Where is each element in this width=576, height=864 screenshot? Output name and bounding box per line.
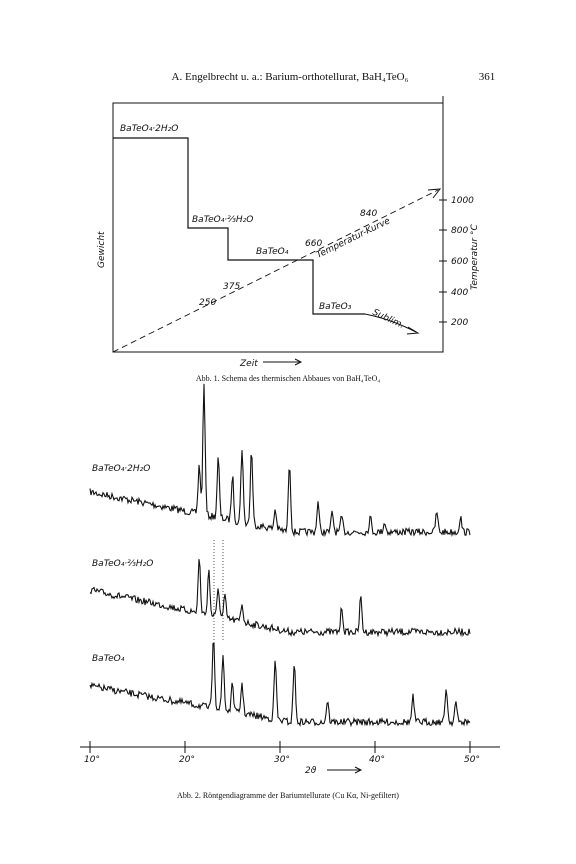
arrowhead — [294, 358, 303, 366]
running-title: A. Engelbrecht u. a.: Barium-orthotellur… — [172, 71, 409, 83]
diffraction-trace — [89, 383, 471, 538]
frame — [112, 102, 444, 353]
diffraction-trace — [89, 642, 471, 728]
y-right-label: Temperatur °C — [470, 224, 480, 290]
page-number: 361 — [479, 71, 496, 83]
trace-label: BaTeO₄ — [92, 654, 125, 664]
trace-label: BaTeO₄·2H₂O — [92, 464, 150, 474]
figure-1 — [112, 96, 447, 366]
caption: Abb. 1. Schema des thermischen Abbaues v… — [196, 374, 381, 383]
sublim-arrow — [364, 313, 417, 333]
arrowhead — [406, 326, 420, 335]
temp-point: 660 — [305, 239, 322, 249]
temp-point: 250 — [199, 298, 216, 308]
right-tick-label: 200 — [451, 318, 468, 328]
arrowhead — [427, 188, 442, 199]
arrowhead — [354, 766, 363, 774]
y-left-label: Gewicht — [97, 231, 107, 268]
phase-label: BaTeO₄ — [256, 247, 289, 257]
curve-label: Temperatur-Kurve — [315, 216, 392, 261]
diffraction-trace — [89, 559, 471, 638]
phase-label: BaTeO₄·2H₂O — [120, 124, 178, 134]
figure-2 — [80, 383, 500, 774]
x-tick-label: 20° — [179, 755, 195, 765]
temp-point: 375 — [223, 282, 240, 292]
right-ticks — [439, 199, 447, 323]
right-tick-label: 400 — [451, 288, 468, 298]
x-tick-label: 10° — [84, 755, 100, 765]
right-tick-label: 800 — [451, 226, 468, 236]
right-tick-label: 1000 — [451, 196, 474, 206]
x-tick-label: 50° — [464, 755, 480, 765]
x-tick-label: 30° — [274, 755, 290, 765]
sublim-label: Sublim. — [371, 308, 406, 331]
temp-point: 840 — [360, 209, 377, 219]
x-label: 2ϑ — [305, 766, 317, 776]
weight-curve — [113, 137, 365, 315]
trace-label: BaTeO₄·⅔H₂O — [92, 559, 153, 569]
temperature-curve — [112, 189, 439, 353]
caption: Abb. 2. Röntgendiagramme der Bariumtellu… — [177, 791, 399, 800]
phase-label: BaTeO₃ — [319, 302, 352, 312]
x-tick-label: 40° — [369, 755, 385, 765]
right-tick-label: 600 — [451, 257, 468, 267]
x-label: Zeit — [239, 359, 258, 369]
phase-label: BaTeO₄·⅔H₂O — [192, 215, 253, 225]
